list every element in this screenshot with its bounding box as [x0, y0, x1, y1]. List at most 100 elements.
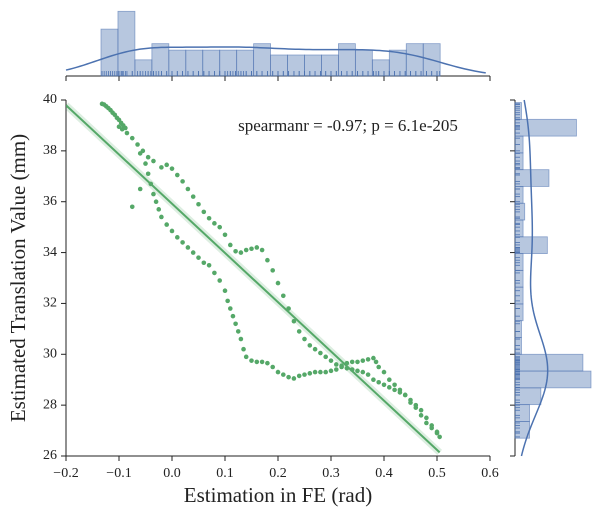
point	[270, 364, 276, 370]
point	[281, 293, 286, 299]
point	[387, 377, 392, 383]
kde-x	[65, 46, 486, 74]
point	[259, 247, 265, 253]
point	[156, 207, 162, 212]
x-tick-label: 0.0	[163, 466, 181, 481]
hist-bar	[117, 10, 136, 77]
y-tick-label: 40	[43, 92, 57, 107]
hist-bar	[514, 404, 530, 422]
point	[323, 369, 329, 375]
point	[151, 191, 156, 197]
hist-bar	[405, 43, 424, 77]
point	[180, 240, 185, 245]
regression	[66, 102, 443, 455]
point	[307, 371, 313, 376]
kde-y	[520, 99, 549, 457]
point	[124, 130, 130, 136]
point	[243, 354, 249, 360]
x-tick-label: −0.2	[53, 466, 78, 481]
point	[235, 329, 241, 334]
hist-bar	[287, 54, 305, 77]
point	[233, 321, 238, 327]
point	[270, 268, 276, 273]
point	[424, 420, 429, 426]
hist-bar	[514, 169, 550, 187]
x-tick-label: 0.5	[428, 466, 446, 481]
point	[373, 359, 379, 365]
x-tick-label: 0.6	[481, 466, 499, 481]
y-tick-label: 38	[43, 143, 57, 158]
point	[286, 306, 291, 311]
point	[222, 288, 228, 294]
point	[206, 262, 212, 268]
point	[318, 369, 323, 375]
point	[339, 363, 344, 369]
point	[185, 245, 191, 250]
point	[328, 358, 334, 363]
point	[137, 151, 143, 156]
y-axis-label: Estimated Translation Value (mm)	[6, 134, 30, 422]
y-tick-label: 26	[43, 448, 57, 463]
point	[312, 346, 318, 352]
point	[360, 369, 366, 375]
hist-bar	[371, 59, 390, 77]
point	[275, 280, 281, 286]
point	[196, 255, 201, 260]
annotation: spearmanr = -0.97; p = 6.1e-205	[238, 116, 458, 135]
point	[228, 306, 233, 311]
point	[413, 405, 419, 410]
point	[349, 359, 355, 365]
point	[243, 247, 249, 253]
x-tick-label: 0.4	[375, 466, 393, 481]
hist-bar	[219, 49, 238, 77]
point	[201, 209, 207, 215]
regression-line	[66, 104, 441, 454]
point	[249, 358, 254, 363]
point	[307, 343, 313, 348]
point	[153, 199, 159, 205]
point	[148, 181, 154, 187]
point	[196, 201, 201, 207]
point	[159, 214, 164, 220]
point	[365, 357, 371, 362]
y-tick-label: 30	[43, 347, 57, 362]
point	[185, 186, 191, 192]
x-axis-label: Estimation in FE (rad)	[184, 483, 372, 507]
point	[129, 135, 135, 141]
x-tick-label: −0.1	[106, 466, 131, 481]
hist-bar	[514, 353, 584, 372]
point	[371, 377, 376, 383]
point	[116, 124, 122, 129]
hist-bar	[514, 219, 524, 238]
point	[151, 158, 156, 164]
point	[206, 215, 212, 221]
point	[241, 346, 246, 352]
point	[387, 385, 392, 390]
point	[408, 400, 413, 405]
point	[233, 249, 238, 254]
hist-bar	[514, 102, 522, 120]
point	[228, 242, 233, 248]
point	[159, 165, 164, 170]
hist-bar	[514, 337, 522, 355]
point	[344, 365, 350, 371]
point	[230, 313, 236, 319]
hist-bar	[321, 54, 339, 77]
point	[190, 194, 196, 199]
hist-bar	[151, 43, 170, 77]
point	[291, 318, 297, 324]
point	[328, 368, 334, 374]
point	[238, 250, 244, 255]
point	[135, 142, 140, 147]
point	[254, 359, 260, 365]
point	[201, 260, 207, 266]
point	[137, 186, 143, 192]
hist-bar	[236, 49, 255, 77]
point	[323, 354, 329, 360]
point	[424, 415, 429, 421]
point	[254, 245, 260, 250]
point	[169, 166, 175, 171]
point	[434, 429, 440, 435]
point	[365, 372, 371, 377]
